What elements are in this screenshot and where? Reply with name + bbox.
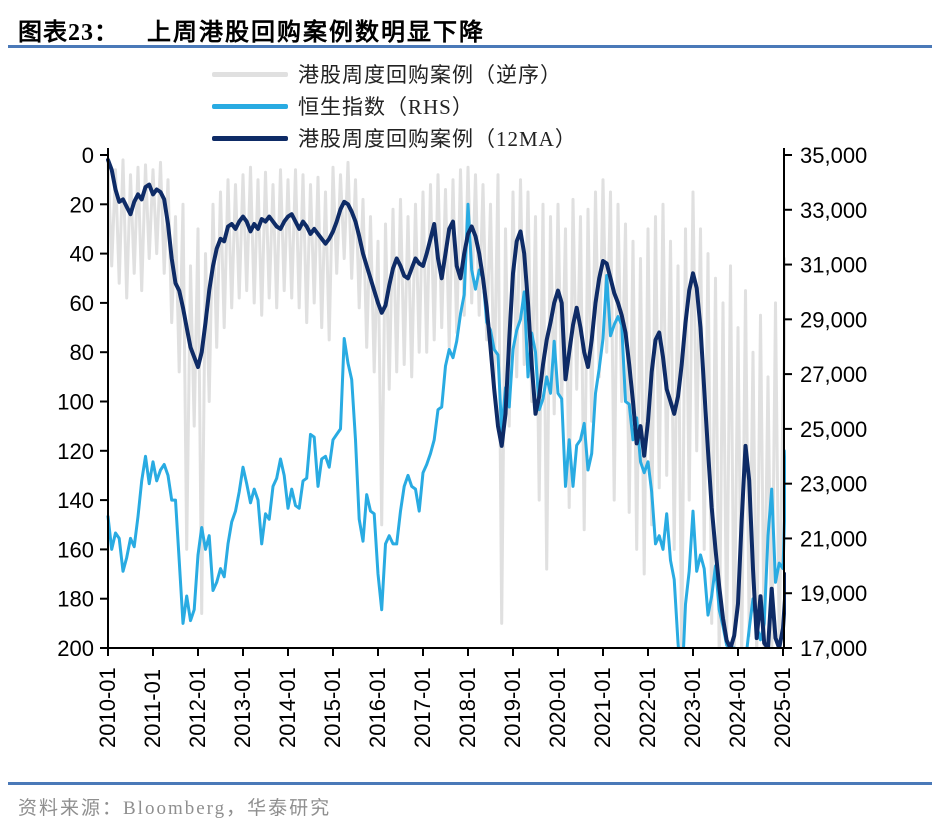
x-axis-tick-label: 2014-01: [275, 667, 300, 748]
y-axis-left-tick-label: 200: [57, 636, 94, 661]
y-axis-left-tick-label: 60: [70, 291, 94, 316]
legend-item-hang-seng: 恒生指数（RHS）: [212, 90, 577, 122]
legend-label: 港股周度回购案例（12MA）: [298, 127, 577, 151]
legend-item-buyback-12ma: 港股周度回购案例（12MA）: [212, 122, 577, 154]
y-axis-left-tick-label: 140: [57, 488, 94, 513]
x-axis-tick-label: 2025-01: [770, 667, 795, 748]
y-axis-left-tick-label: 40: [70, 242, 94, 267]
y-axis-right-tick-label: 23,000: [800, 472, 867, 497]
y-axis-right-tick-label: 29,000: [800, 307, 867, 332]
series-buyback-12ma: [106, 157, 786, 649]
y-axis-right-tick-label: 25,000: [800, 417, 867, 442]
x-axis-tick-label: 2021-01: [590, 667, 615, 748]
page-title: 上周港股回购案例数明显下降: [147, 20, 485, 46]
series-buyback-weekly: [106, 158, 786, 649]
x-axis-tick-label: 2011-01: [140, 669, 165, 748]
chart-legend: 港股周度回购案例（逆序） 恒生指数（RHS） 港股周度回购案例（12MA）: [212, 58, 577, 154]
y-axis-left-tick-label: 180: [57, 587, 94, 612]
legend-line-navy-icon: [212, 135, 288, 141]
x-axis-tick-label: 2013-01: [230, 667, 255, 748]
y-axis-right-tick-label: 19,000: [800, 581, 867, 606]
y-axis-right-tick-label: 33,000: [800, 198, 867, 223]
series-hang-seng: [106, 202, 786, 649]
legend-item-buyback-weekly: 港股周度回购案例（逆序）: [212, 58, 577, 90]
x-axis-tick-label: 2015-01: [320, 667, 345, 748]
y-axis-left-tick-label: 120: [57, 439, 94, 464]
x-axis-tick-label: 2024-01: [725, 667, 750, 748]
y-axis-left-tick-label: 0: [82, 143, 94, 168]
y-axis-right-tick-label: 35,000: [800, 143, 867, 168]
figure-header: 图表23： 上周港股回购案例数明显下降: [18, 12, 922, 47]
legend-line-gray-icon: [212, 71, 288, 77]
legend-line-cyan-icon: [212, 103, 288, 109]
x-axis-tick-label: 2020-01: [545, 667, 570, 748]
x-axis-tick-label: 2018-01: [455, 667, 480, 748]
y-axis-right-tick-label: 31,000: [800, 253, 867, 278]
y-axis-left-tick-label: 100: [57, 390, 94, 415]
x-axis-tick-label: 2017-01: [410, 667, 435, 748]
y-axis-left-tick-label: 160: [57, 537, 94, 562]
x-axis-tick-label: 2016-01: [365, 667, 390, 748]
x-axis-tick-label: 2010-01: [95, 667, 120, 748]
y-axis-right-tick-label: 17,000: [800, 636, 867, 661]
y-axis-left-tick-label: 80: [70, 340, 94, 365]
footer-divider: [8, 782, 932, 785]
y-axis-left-tick-label: 20: [70, 192, 94, 217]
y-axis-right-tick-label: 27,000: [800, 362, 867, 387]
legend-label: 港股周度回购案例（逆序）: [298, 63, 562, 87]
source-text: 资料来源：Bloomberg，华泰研究: [18, 798, 332, 819]
x-axis-tick-label: 2012-01: [185, 667, 210, 748]
x-axis-tick-label: 2019-01: [500, 667, 525, 748]
title-divider: [8, 45, 932, 48]
x-axis-tick-label: 2022-01: [635, 667, 660, 748]
legend-label: 恒生指数（RHS）: [298, 95, 474, 119]
figure-number: 图表23：: [18, 20, 119, 46]
x-axis-tick-label: 2023-01: [680, 667, 705, 748]
y-axis-right-tick-label: 21,000: [800, 526, 867, 551]
